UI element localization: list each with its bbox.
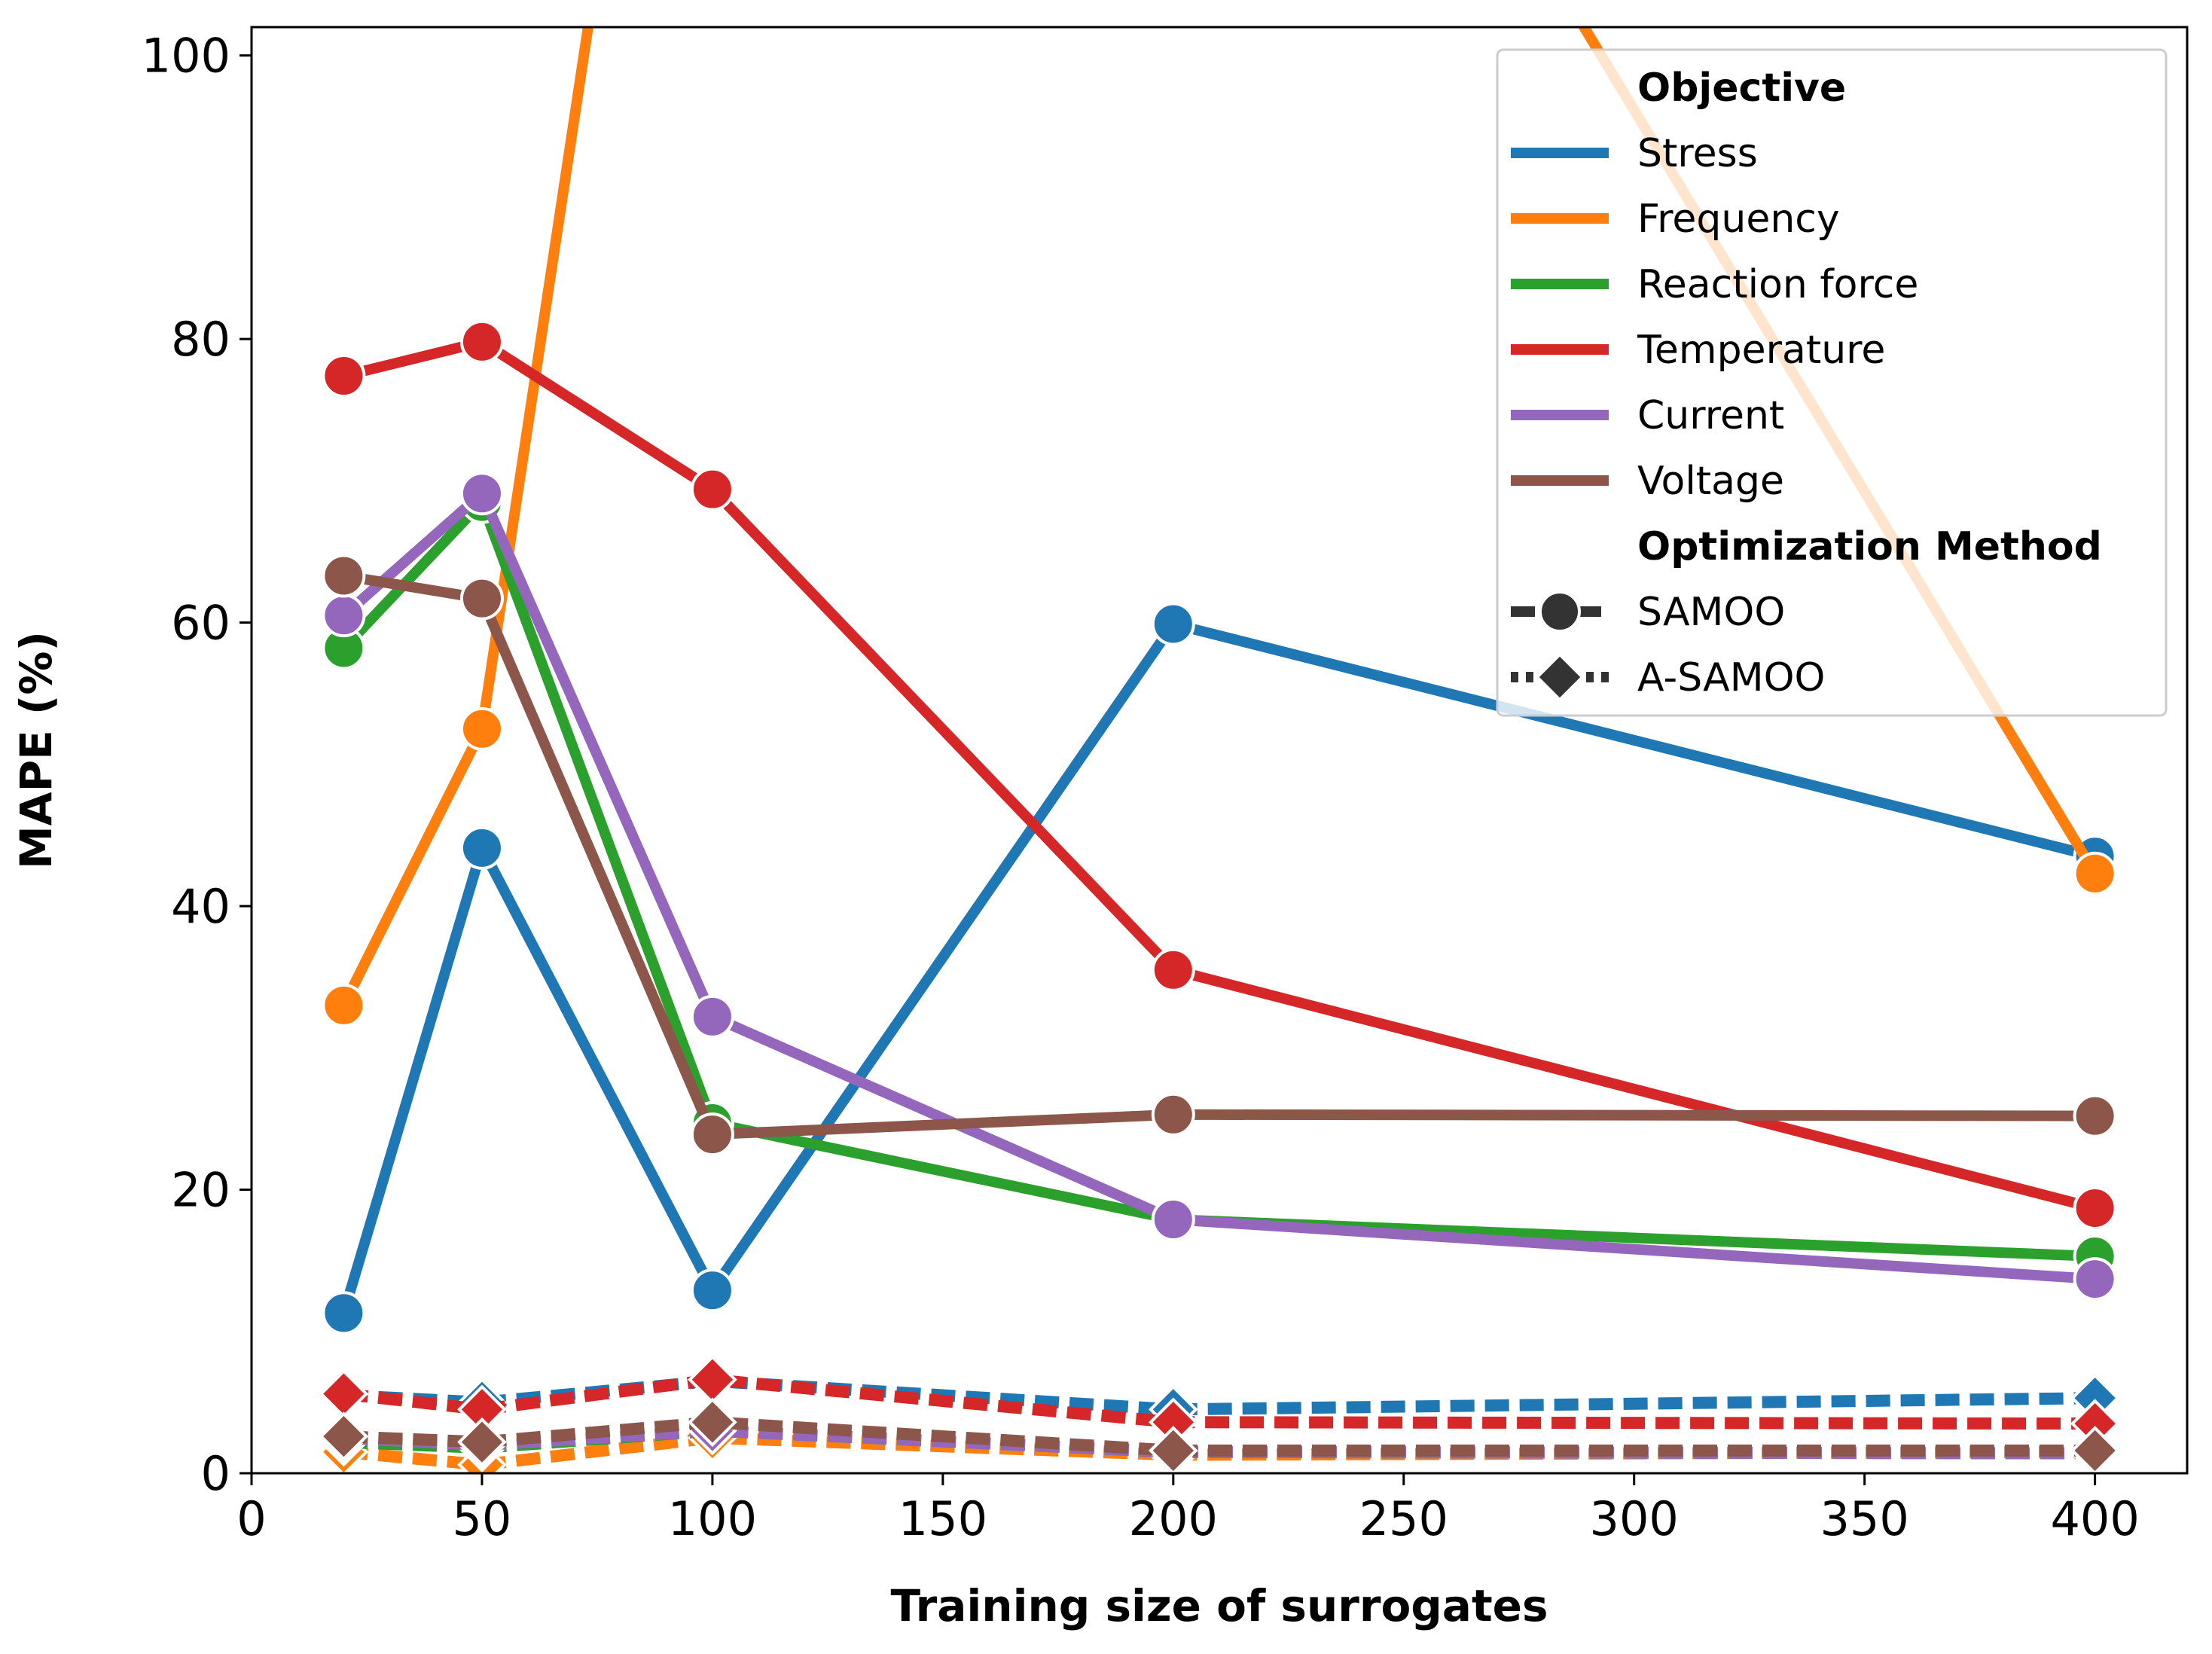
- y-tick-label-80: 80: [171, 312, 230, 367]
- point-temperature-samoo-200: [1151, 948, 1195, 992]
- point-temperature-samoo-50: [459, 319, 504, 364]
- x-tick-label-200: 200: [1129, 1491, 1218, 1546]
- y-axis-title: MAPE (%): [11, 631, 62, 869]
- point-frequency-samoo-400: [2073, 851, 2117, 896]
- legend-label-samoo: SAMOO: [1637, 590, 1785, 635]
- series-line-stress-samoo: [338, 618, 2101, 1319]
- point-temperature-a-samoo-20: [319, 1369, 369, 1419]
- legend-marker-a-samoo: [1535, 652, 1585, 702]
- point-temperature-samoo-400: [2073, 1186, 2117, 1230]
- point-voltage-samoo-100: [690, 1112, 734, 1157]
- point-frequency-samoo-20: [322, 983, 366, 1027]
- point-temperature-samoo-100: [690, 467, 734, 511]
- x-tick-label-400: 400: [2050, 1491, 2139, 1546]
- point-voltage-a-samoo-200: [1148, 1426, 1198, 1473]
- point-voltage-a-samoo-400: [2070, 1426, 2120, 1473]
- plot-area: [319, 27, 2120, 1473]
- point-current-samoo-400: [2073, 1257, 2117, 1302]
- point-stress-samoo-50: [459, 825, 504, 870]
- x-tick-label-350: 350: [1820, 1491, 1908, 1546]
- y-tick-label-0: 0: [201, 1446, 230, 1501]
- x-tick-label-0: 0: [236, 1491, 266, 1546]
- point-voltage-samoo-20: [322, 554, 366, 598]
- x-tick-label-150: 150: [899, 1491, 987, 1546]
- legend-label-a-samoo: A-SAMOO: [1637, 655, 1825, 700]
- point-voltage-samoo-400: [2073, 1094, 2117, 1138]
- x-tick-label-300: 300: [1590, 1491, 1679, 1546]
- legend-title-objective: Objective: [1637, 66, 1846, 111]
- legend-label-current: Current: [1637, 393, 1784, 438]
- series-line-frequency-a-samoo: [343, 1431, 2095, 1471]
- x-tick-label-100: 100: [668, 1491, 757, 1546]
- legend: Objective Stress Frequency Reaction force Te…: [1496, 48, 2168, 717]
- point-temperature-samoo-20: [322, 354, 366, 398]
- y-tick-label-20: 20: [171, 1163, 230, 1218]
- point-current-samoo-200: [1151, 1198, 1195, 1242]
- x-tick-label-250: 250: [1359, 1491, 1448, 1546]
- legend-marker-samoo: [1539, 590, 1581, 633]
- plot-frame: [250, 26, 2189, 1475]
- y-tick-label-40: 40: [171, 879, 230, 934]
- legend-label-reaction-force: Reaction force: [1637, 262, 1918, 307]
- y-tick-label-100: 100: [142, 29, 230, 84]
- point-current-samoo-100: [690, 994, 734, 1039]
- point-stress-samoo-200: [1151, 602, 1195, 646]
- series-line-frequency-samoo: [338, 27, 2101, 1011]
- legend-label-temperature: Temperature: [1637, 328, 1885, 373]
- axes: 0 50 100 150 200 250 300 350 400 0 20 40 60 80 100: [142, 26, 2189, 1546]
- legend-label-stress: Stress: [1637, 131, 1758, 176]
- series-line-temperature-a-samoo: [343, 1373, 2095, 1430]
- point-frequency-samoo-50: [459, 706, 504, 751]
- legend-box: [1496, 48, 2168, 717]
- point-voltage-samoo-50: [459, 576, 504, 621]
- legend-label-voltage: Voltage: [1637, 459, 1784, 504]
- point-stress-samoo-100: [690, 1268, 734, 1313]
- point-voltage-a-samoo-50: [457, 1417, 507, 1467]
- point-current-samoo-20: [322, 594, 366, 638]
- point-current-samoo-50: [459, 471, 504, 516]
- point-voltage-a-samoo-100: [688, 1397, 737, 1448]
- y-tick-label-60: 60: [171, 596, 230, 651]
- point-voltage-samoo-200: [1151, 1092, 1195, 1137]
- legend-title-method: Optimization Method: [1637, 524, 2102, 569]
- point-stress-samoo-20: [322, 1291, 366, 1335]
- point-voltage-a-samoo-20: [319, 1411, 369, 1461]
- legend-label-frequency: Frequency: [1637, 197, 1840, 242]
- point-temperature-a-samoo-100: [688, 1354, 737, 1405]
- x-axis-title: Training size of surrogates: [890, 1580, 1548, 1631]
- x-tick-label-50: 50: [452, 1491, 511, 1546]
